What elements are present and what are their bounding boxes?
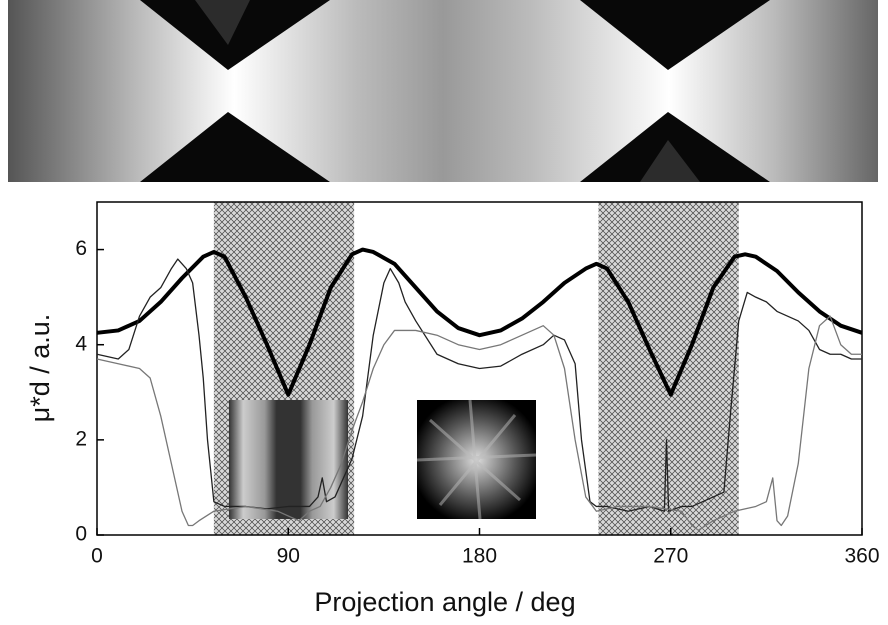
inset-image bbox=[229, 400, 536, 519]
y-axis-label: μ*d / a.u. bbox=[25, 314, 55, 423]
x-tick-label: 180 bbox=[462, 545, 497, 568]
x-tick-label: 360 bbox=[844, 545, 879, 568]
figure: Projection angle / deg μ*d / a.u. 0 2 4 6 0 9… bbox=[0, 0, 888, 625]
sinogram-image bbox=[8, 0, 878, 182]
data-line bbox=[97, 250, 862, 395]
x-tick-label: 90 bbox=[277, 545, 300, 568]
y-tick-label: 2 bbox=[75, 427, 87, 450]
x-axis-label: Projection angle / deg bbox=[314, 587, 575, 617]
x-tick-label: 270 bbox=[653, 545, 688, 568]
x-tick-label: 0 bbox=[91, 545, 103, 568]
page: Projection angle / deg μ*d / a.u. 0 2 4 6 0 9… bbox=[0, 0, 888, 625]
y-tick-label: 0 bbox=[75, 523, 87, 546]
shaded-range bbox=[599, 202, 739, 535]
y-tick-label: 4 bbox=[75, 332, 87, 355]
y-tick-label: 6 bbox=[75, 237, 87, 260]
